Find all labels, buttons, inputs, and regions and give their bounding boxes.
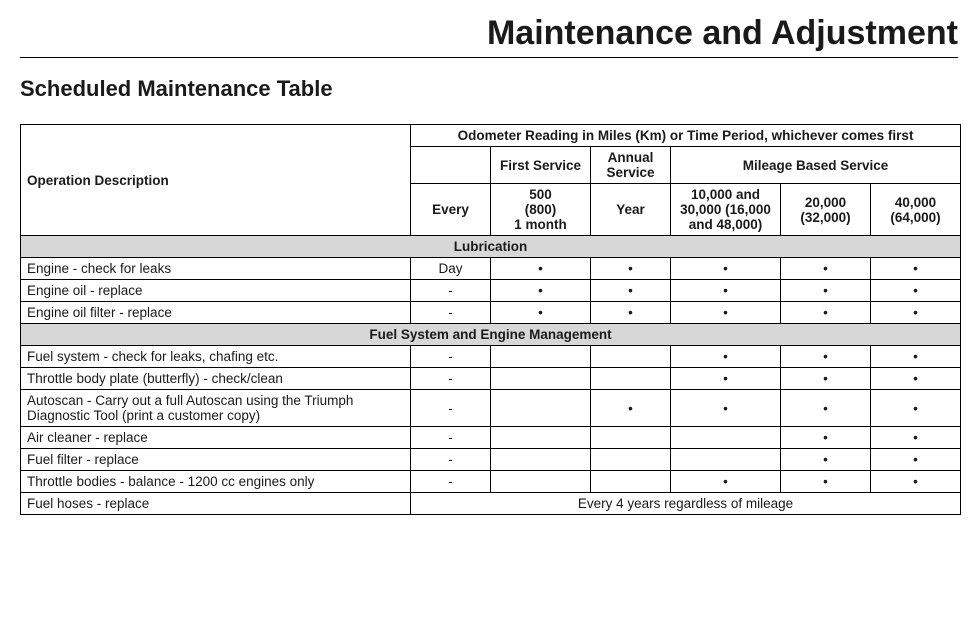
span-note-cell: Every 4 years regardless of mileage [411, 493, 961, 515]
value-cell: • [671, 280, 781, 302]
value-cell: • [781, 471, 871, 493]
table-header: Operation Description Odometer Reading i… [21, 125, 961, 236]
table-row: Fuel system - check for leaks, chafing e… [21, 346, 961, 368]
value-cell: • [671, 302, 781, 324]
value-cell: • [871, 258, 961, 280]
table-row: Throttle bodies - balance - 1200 cc engi… [21, 471, 961, 493]
value-cell: • [591, 302, 671, 324]
value-cell: - [411, 346, 491, 368]
value-cell: • [491, 280, 591, 302]
value-cell: • [871, 368, 961, 390]
hdr-mileage-c: 40,000 (64,000) [871, 184, 961, 236]
section-row: Lubrication [21, 236, 961, 258]
hdr-mileage-a: 10,000 and 30,000 (16,000 and 48,000) [671, 184, 781, 236]
value-cell: - [411, 471, 491, 493]
operation-cell: Engine oil - replace [21, 280, 411, 302]
table-row: Fuel filter - replace- •• [21, 449, 961, 471]
operation-cell: Engine oil filter - replace [21, 302, 411, 324]
value-cell [491, 427, 591, 449]
operation-cell: Fuel filter - replace [21, 449, 411, 471]
table-row: Fuel hoses - replaceEvery 4 years regard… [21, 493, 961, 515]
section-label: Fuel System and Engine Management [21, 324, 961, 346]
value-cell [671, 427, 781, 449]
value-cell: - [411, 368, 491, 390]
table-row: Throttle body plate (butterfly) - check/… [21, 368, 961, 390]
value-cell: • [591, 280, 671, 302]
value-cell [591, 346, 671, 368]
value-cell: • [781, 427, 871, 449]
value-cell [591, 427, 671, 449]
value-cell: - [411, 427, 491, 449]
value-cell: • [871, 471, 961, 493]
value-cell: • [781, 346, 871, 368]
section-label: Lubrication [21, 236, 961, 258]
hdr-operation-description: Operation Description [21, 125, 411, 236]
value-cell: • [671, 471, 781, 493]
maintenance-table: Operation Description Odometer Reading i… [20, 124, 961, 515]
value-cell [491, 449, 591, 471]
value-cell: • [781, 390, 871, 427]
value-cell [491, 368, 591, 390]
table-row: Engine oil filter - replace-••••• [21, 302, 961, 324]
value-cell [491, 390, 591, 427]
value-cell: • [871, 280, 961, 302]
value-cell: • [871, 449, 961, 471]
hdr-annual-detail: Year [591, 184, 671, 236]
table-row: Autoscan - Carry out a full Autoscan usi… [21, 390, 961, 427]
value-cell [671, 449, 781, 471]
value-cell: • [871, 346, 961, 368]
value-cell [591, 471, 671, 493]
hdr-odometer: Odometer Reading in Miles (Km) or Time P… [411, 125, 961, 147]
operation-cell: Air cleaner - replace [21, 427, 411, 449]
value-cell: - [411, 390, 491, 427]
table-body: LubricationEngine - check for leaksDay••… [21, 236, 961, 515]
value-cell: • [781, 258, 871, 280]
hdr-mileage-b: 20,000 (32,000) [781, 184, 871, 236]
table-row: Engine oil - replace-••••• [21, 280, 961, 302]
title-rule [20, 57, 958, 58]
hdr-mileage-service: Mileage Based Service [671, 147, 961, 184]
value-cell: • [781, 302, 871, 324]
value-cell: • [871, 427, 961, 449]
section-row: Fuel System and Engine Management [21, 324, 961, 346]
value-cell [591, 368, 671, 390]
value-cell: Day [411, 258, 491, 280]
hdr-first-detail: 500(800)1 month [491, 184, 591, 236]
table-row: Air cleaner - replace- •• [21, 427, 961, 449]
value-cell: • [491, 302, 591, 324]
value-cell: • [781, 280, 871, 302]
hdr-first-service: First Service [491, 147, 591, 184]
operation-cell: Fuel system - check for leaks, chafing e… [21, 346, 411, 368]
operation-cell: Throttle body plate (butterfly) - check/… [21, 368, 411, 390]
value-cell: - [411, 302, 491, 324]
value-cell: • [871, 390, 961, 427]
value-cell: • [871, 302, 961, 324]
value-cell: • [591, 258, 671, 280]
value-cell: • [671, 368, 781, 390]
operation-cell: Engine - check for leaks [21, 258, 411, 280]
value-cell: - [411, 449, 491, 471]
value-cell: • [491, 258, 591, 280]
value-cell: • [781, 368, 871, 390]
value-cell: • [671, 346, 781, 368]
hdr-blank [411, 147, 491, 184]
value-cell: - [411, 280, 491, 302]
page-title: Maintenance and Adjustment [20, 14, 958, 53]
section-title: Scheduled Maintenance Table [20, 76, 958, 102]
table-row: Engine - check for leaksDay••••• [21, 258, 961, 280]
value-cell: • [671, 258, 781, 280]
operation-cell: Fuel hoses - replace [21, 493, 411, 515]
operation-cell: Throttle bodies - balance - 1200 cc engi… [21, 471, 411, 493]
hdr-annual-service: Annual Service [591, 147, 671, 184]
value-cell [491, 346, 591, 368]
value-cell: • [781, 449, 871, 471]
hdr-every: Every [411, 184, 491, 236]
value-cell: • [591, 390, 671, 427]
value-cell: • [671, 390, 781, 427]
value-cell [591, 449, 671, 471]
value-cell [491, 471, 591, 493]
operation-cell: Autoscan - Carry out a full Autoscan usi… [21, 390, 411, 427]
